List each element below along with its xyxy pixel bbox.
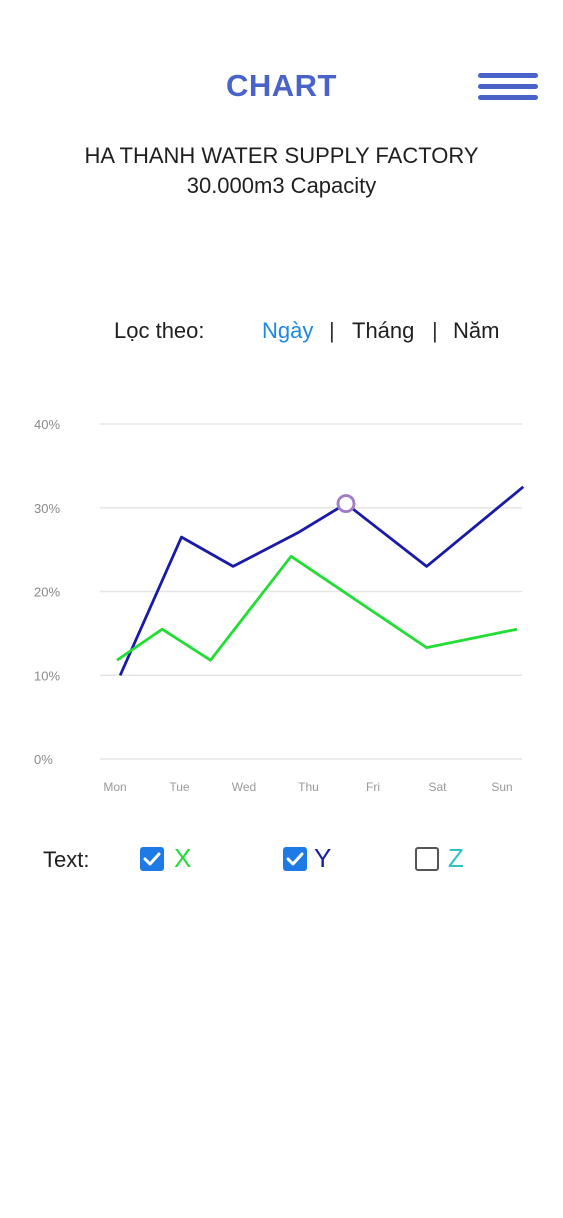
y-tick-label: 30% — [34, 501, 60, 516]
checkbox-z[interactable] — [415, 847, 439, 871]
filter-option-month[interactable]: Tháng — [352, 318, 415, 343]
x-tick-label: Sat — [428, 780, 447, 794]
factory-capacity: 30.000m3 Capacity — [186, 173, 377, 198]
filter-option-year[interactable]: Năm — [453, 318, 500, 343]
filter-option-day[interactable]: Ngày — [262, 318, 314, 343]
factory-info: HA THANH WATER SUPPLY FACTORY 30.000m3 C… — [0, 141, 563, 201]
x-tick-label: Thu — [298, 780, 319, 794]
checkbox-x[interactable] — [140, 847, 164, 871]
highlight-point-marker — [336, 494, 356, 513]
checkmark-icon — [286, 852, 304, 866]
checkbox-y[interactable] — [283, 847, 307, 871]
series-name-y: Y — [314, 843, 332, 873]
checkmark-icon — [143, 852, 161, 866]
series-legend: Text: X Y Z — [0, 843, 563, 877]
x-tick-label: Mon — [103, 780, 126, 794]
line-chart: 0% 10% 20% 30% 40% Mon Tue Wed Thu Fri Sat Sun — [34, 417, 525, 794]
hamburger-menu-icon[interactable] — [478, 73, 540, 103]
x-tick-label: Tue — [169, 780, 190, 794]
page-title: CHART — [226, 68, 337, 103]
y-tick-label: 40% — [34, 417, 60, 432]
x-tick-label: Fri — [366, 780, 380, 794]
filter-label: Lọc theo: — [114, 318, 205, 343]
series-name-z: Z — [448, 843, 464, 873]
y-tick-label: 0% — [34, 752, 53, 767]
series-line-x — [116, 554, 518, 662]
y-tick-label: 10% — [34, 668, 60, 683]
factory-name: HA THANH WATER SUPPLY FACTORY — [84, 143, 479, 168]
filter-separator: | — [432, 318, 438, 343]
series-name-x: X — [174, 843, 192, 873]
series-line-y — [118, 485, 525, 676]
y-tick-label: 20% — [34, 585, 60, 600]
legend-label: Text: — [43, 847, 90, 872]
filter-bar: Lọc theo: Ngày | Tháng | Năm — [0, 318, 563, 350]
x-tick-label: Wed — [232, 780, 256, 794]
x-tick-label: Sun — [491, 780, 512, 794]
filter-separator: | — [329, 318, 335, 343]
